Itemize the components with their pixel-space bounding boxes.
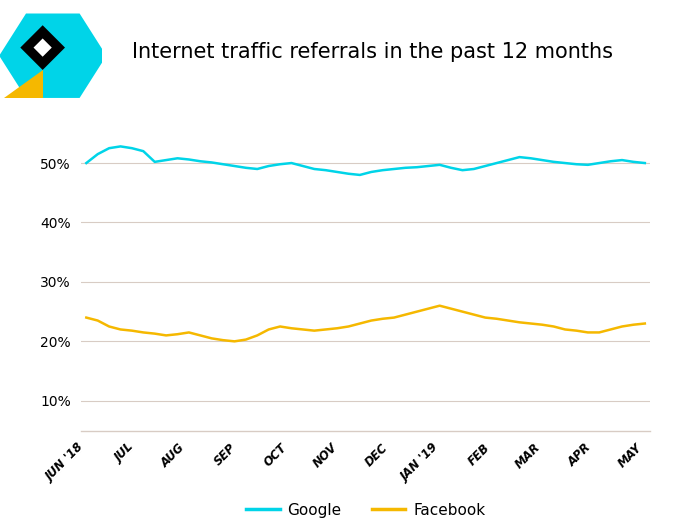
Legend: Google, Facebook: Google, Facebook xyxy=(240,497,492,523)
Text: Internet traffic referrals in the past 12 months: Internet traffic referrals in the past 1… xyxy=(132,43,613,62)
Polygon shape xyxy=(34,38,52,57)
Polygon shape xyxy=(0,14,106,98)
Polygon shape xyxy=(4,70,43,98)
Polygon shape xyxy=(20,25,65,70)
